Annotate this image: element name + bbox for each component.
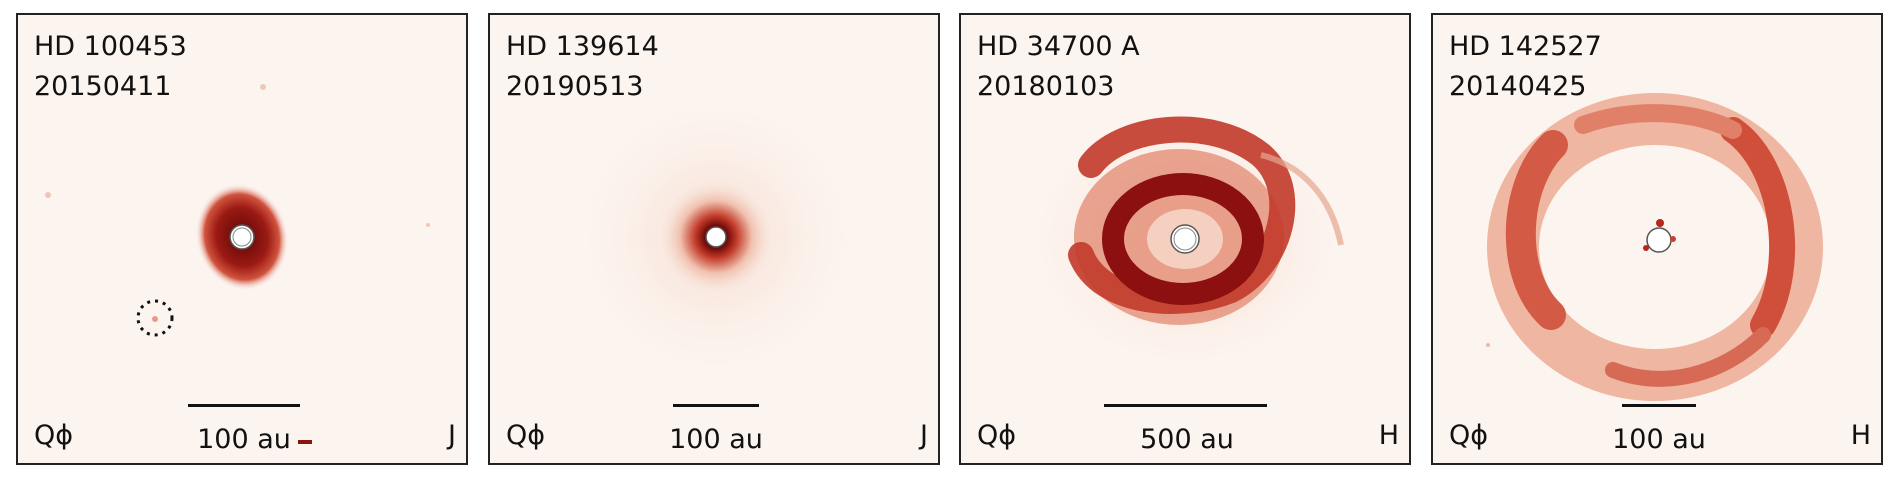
polarization-label: Qϕ — [506, 420, 546, 451]
panel-hd142527: HD 142527 20140425 100 au Qϕ H — [1431, 13, 1883, 465]
polarization-label: Qϕ — [34, 420, 74, 451]
target-name: HD 34700 A — [977, 31, 1140, 62]
polarization-label: Qϕ — [1449, 420, 1489, 451]
observation-date: 20140425 — [1449, 71, 1587, 102]
scale-bar-label: 500 au — [1140, 424, 1234, 455]
scale-bar-label: 100 au — [669, 424, 763, 455]
scale-bar — [1104, 404, 1267, 407]
observation-date: 20190513 — [506, 71, 644, 102]
disk-image-hd139614 — [566, 87, 866, 387]
panel-hd34700a: HD 34700 A 20180103 500 au Qϕ H — [959, 13, 1411, 465]
scale-bar-label: 100 au — [197, 424, 291, 455]
disk-image-hd34700a — [1021, 105, 1351, 375]
disk-image-hd142527 — [1486, 93, 1823, 401]
panel-hd139614: HD 139614 20190513 100 au Qϕ J — [488, 13, 940, 465]
filter-band: J — [920, 420, 928, 451]
scale-bar — [188, 404, 300, 407]
observation-date: 20180103 — [977, 71, 1115, 102]
target-name: HD 100453 — [34, 31, 187, 62]
scale-bar — [1622, 404, 1696, 407]
disk-image-hd100453 — [45, 84, 430, 444]
target-name: HD 139614 — [506, 31, 659, 62]
polarization-label: Qϕ — [977, 420, 1017, 451]
target-name: HD 142527 — [1449, 31, 1602, 62]
companion-marker — [136, 299, 174, 337]
observation-date: 20150411 — [34, 71, 172, 102]
scale-bar-label: 100 au — [1612, 424, 1706, 455]
filter-band: H — [1850, 420, 1871, 451]
filter-band: J — [448, 420, 456, 451]
panel-hd100453: HD 100453 20150411 100 au Qϕ J — [16, 13, 468, 465]
scale-bar — [673, 404, 759, 407]
filter-band: H — [1378, 420, 1399, 451]
